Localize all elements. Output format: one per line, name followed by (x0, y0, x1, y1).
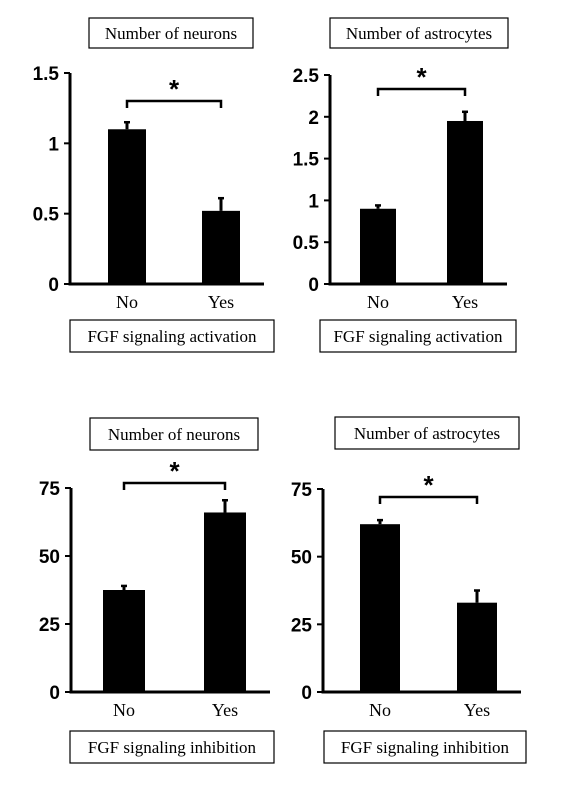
bar-no (360, 524, 400, 692)
y-tick-label: 0 (48, 275, 59, 296)
x-axis-label-box (323, 730, 527, 764)
y-tick-label: 0 (308, 275, 319, 296)
x-tick-label-no: No (367, 292, 389, 312)
x-axis-label: FGF signaling inhibition (88, 738, 257, 757)
chart-title: Number of neurons (105, 24, 237, 43)
bar-no (360, 208, 396, 284)
y-tick-label: 1.5 (33, 64, 60, 85)
chart-title-box (89, 417, 259, 451)
x-tick-label-no: No (113, 700, 135, 720)
bar-no (108, 129, 146, 284)
bar-yes (202, 210, 240, 284)
chart-panel-1: Number of neurons 0 0.5 1 1.5 No Yes FGF signal… (33, 17, 275, 353)
y-tick-label: 50 (39, 547, 60, 568)
significance-star: * (423, 470, 434, 500)
bar-no (103, 590, 145, 692)
x-tick-label-no: No (369, 700, 391, 720)
x-tick-label-yes: Yes (208, 292, 234, 312)
bar-yes (457, 602, 497, 692)
chart-panel-2: Number of astrocytes 0 0.5 1 1.5 2 2.5 No Yes FGF… (293, 17, 517, 353)
y-tick-label: 75 (291, 480, 313, 501)
y-tick-label: 75 (39, 479, 61, 500)
chart-title: Number of neurons (108, 425, 240, 444)
y-tick-label: 0.5 (293, 233, 320, 254)
significance-bracket (376, 87, 467, 96)
x-axis-label: FGF signaling activation (333, 327, 503, 346)
significance-bracket (122, 481, 227, 490)
chart-title-box (88, 17, 254, 49)
chart-title: Number of astrocytes (354, 424, 500, 443)
y-tick-label: 0 (49, 683, 60, 704)
bar-yes (204, 512, 246, 692)
chart-title: Number of astrocytes (346, 24, 492, 43)
x-tick-label-yes: Yes (452, 292, 478, 312)
y-tick-label: 2 (308, 108, 319, 129)
chart-title-box (329, 17, 509, 49)
y-tick-label: 1 (48, 134, 59, 155)
bar-yes (447, 120, 483, 284)
x-tick-label-yes: Yes (212, 700, 238, 720)
significance-star: * (416, 62, 427, 92)
y-tick-label: 1.5 (293, 150, 320, 171)
y-tick-label: 0.5 (33, 205, 60, 226)
y-tick-label: 25 (39, 615, 61, 636)
significance-bracket (125, 99, 223, 108)
x-axis-label-box (69, 730, 275, 764)
y-tick-label: 1 (308, 191, 319, 212)
x-tick-label-no: No (116, 292, 138, 312)
chart-panel-3: Number of neurons 0 25 50 75 No Yes FGF signali… (39, 417, 275, 764)
significance-star: * (169, 74, 180, 104)
significance-star: * (169, 456, 180, 486)
y-tick-label: 50 (291, 548, 312, 569)
y-tick-label: 2.5 (293, 66, 320, 87)
chart-title-box (334, 416, 520, 450)
significance-bracket (378, 495, 479, 504)
chart-panel-4: Number of astrocytes 0 25 50 75 No Yes FGF sign… (291, 416, 527, 764)
x-tick-label-yes: Yes (464, 700, 490, 720)
y-tick-label: 25 (291, 615, 313, 636)
x-axis-label-box (319, 319, 517, 353)
y-tick-label: 0 (301, 683, 312, 704)
x-axis-label: FGF signaling activation (87, 327, 257, 346)
x-axis-label: FGF signaling inhibition (341, 738, 510, 757)
x-axis-label-box (69, 319, 275, 353)
